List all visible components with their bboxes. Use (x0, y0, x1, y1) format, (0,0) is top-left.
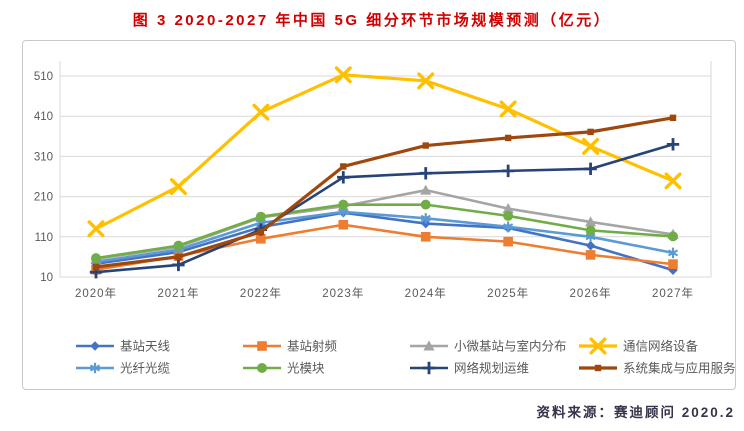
marker-triangle (584, 216, 597, 227)
marker-x (169, 178, 187, 196)
marker-square (257, 341, 267, 351)
marker-circle (668, 231, 679, 242)
series-line-network-planning-ops (94, 143, 675, 274)
marker-circle (503, 210, 514, 221)
y-tick-label: 210 (34, 192, 53, 204)
marker-square (503, 236, 513, 247)
marker-x (334, 66, 352, 84)
marker-x (252, 103, 270, 121)
y-tick-label: 310 (34, 151, 53, 163)
marker-square (257, 228, 265, 236)
legend-item-optical-fiber-cable: 光纤光缆 (76, 362, 171, 376)
legend-label: 基站射频 (287, 339, 338, 354)
marker-x (499, 100, 517, 118)
marker-square (668, 259, 678, 269)
marker-circle (173, 240, 184, 251)
x-tick-label: 2023年 (322, 286, 364, 300)
legend-item-base-station-rf: 基站射频 (243, 339, 338, 354)
legend-item-system-integration-services: 系统集成与应用服务 (579, 361, 735, 376)
marker-plus (337, 171, 350, 184)
marker-square (669, 114, 677, 122)
marker-x (589, 337, 607, 355)
marker-circle (585, 225, 596, 236)
marker-x (664, 172, 682, 190)
series-line-optical-module (94, 203, 675, 260)
marker-diamond (585, 240, 596, 251)
marker-asterisk (420, 213, 431, 224)
x-tick-label: 2021年 (157, 286, 199, 300)
series-line-optical-fiber-cable (94, 210, 675, 264)
marker-square (340, 163, 347, 170)
marker-square (585, 250, 596, 260)
marker-square (256, 234, 266, 244)
legend-item-network-planning-ops: 网络规划运维 (410, 361, 529, 376)
x-tick-label: 2025年 (487, 286, 529, 300)
marker-square (504, 134, 512, 142)
marker-x (417, 72, 435, 90)
legend-label: 网络规划运维 (454, 361, 529, 376)
x-tick-label: 2024年 (405, 286, 447, 300)
x-tick-label: 2020年 (75, 286, 117, 300)
marker-plus (666, 138, 680, 151)
marker-asterisk (89, 362, 101, 374)
legend-label: 系统集成与应用服务 (623, 361, 735, 376)
legend-label: 通信网络设备 (623, 339, 699, 354)
marker-plus (501, 164, 515, 178)
legend-item-small-cell-indoor: 小微基站与室内分布 (410, 339, 567, 354)
marker-plus (172, 258, 185, 272)
legend-label: 光纤光缆 (120, 362, 171, 376)
marker-asterisk (667, 247, 679, 259)
marker-circle (338, 199, 349, 210)
legend-item-network-equipment: 通信网络设备 (579, 337, 699, 355)
marker-square (587, 128, 594, 136)
marker-square (594, 364, 602, 372)
y-tick-label: 110 (35, 232, 53, 244)
marker-diamond (90, 341, 100, 351)
source-note: 资料来源：赛迪顾问 2020.2 (536, 405, 735, 420)
marker-circle (255, 211, 266, 222)
x-tick-label: 2022年 (240, 286, 282, 300)
marker-square (338, 219, 349, 230)
legend-label: 基站天线 (120, 340, 171, 354)
marker-square (175, 253, 182, 261)
marker-circle (91, 253, 101, 264)
marker-x (87, 220, 105, 238)
series-line-network-equipment (94, 73, 675, 231)
legend-item-base-station-antenna: 基站天线 (76, 340, 171, 354)
series-line-system-integration-services (94, 116, 675, 269)
marker-diamond (420, 218, 431, 229)
marker-square (420, 232, 431, 242)
legend-item-optical-module: 光模块 (243, 362, 325, 376)
marker-diamond (668, 265, 678, 275)
marker-plus (584, 162, 597, 176)
marker-square (92, 263, 100, 271)
y-tick-label: 510 (34, 71, 53, 83)
page-title: 图 3 2020-2027 年中国 5G 细分环节市场规模预测（亿元） (132, 12, 612, 29)
marker-circle (257, 363, 267, 373)
marker-asterisk (503, 221, 514, 232)
marker-triangle (423, 340, 435, 351)
marker-plus (422, 361, 436, 375)
series-line-base-station-antenna (94, 211, 675, 272)
marker-circle (420, 199, 431, 210)
legend-label: 小微基站与室内分布 (454, 339, 567, 354)
x-tick-label: 2027年 (652, 286, 694, 300)
marker-triangle (502, 203, 514, 214)
marker-plus (419, 167, 432, 180)
chart-container: 10 110 210 310 410 510 2020年 2021年 2022年 2023年 202… (22, 40, 736, 390)
marker-triangle (420, 184, 432, 195)
marker-square (422, 142, 429, 149)
x-tick-label: 2026年 (570, 286, 612, 300)
y-tick-label: 10 (40, 272, 53, 284)
marker-x (582, 137, 600, 155)
legend-label: 光模块 (287, 362, 325, 376)
y-tick-label: 410 (34, 111, 53, 123)
chart-svg: 10 110 210 310 410 510 2020年 2021年 2022年 2023年 202… (34, 61, 735, 376)
